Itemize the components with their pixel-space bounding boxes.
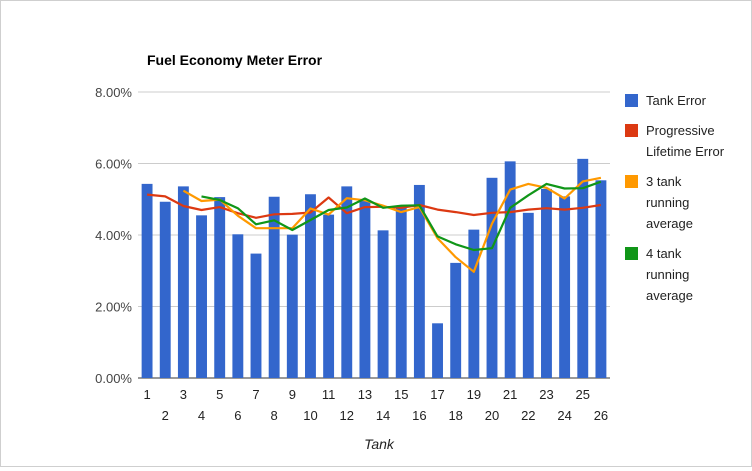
x-tick-label: 19 — [467, 387, 481, 402]
x-tick-label: 26 — [594, 408, 608, 423]
bar — [232, 234, 244, 378]
legend-swatch — [625, 124, 638, 137]
line-series — [146, 176, 602, 273]
legend-label: Lifetime Error — [646, 144, 725, 159]
bar — [413, 184, 425, 378]
bar — [159, 201, 171, 378]
y-tick-label: 6.00% — [95, 157, 132, 172]
x-tick-label: 11 — [322, 387, 336, 402]
x-tick-label: 2 — [162, 408, 169, 423]
legend-label: Tank Error — [646, 93, 707, 108]
bar — [432, 323, 443, 378]
x-tick-label: 7 — [252, 387, 259, 402]
y-axis: 0.00% 2.00% 4.00% 6.00% 8.00% — [95, 85, 132, 386]
series-line — [201, 180, 602, 252]
x-tick-label: 6 — [234, 408, 241, 423]
bar — [450, 262, 462, 378]
series-line — [146, 193, 602, 219]
x-tick-label: 20 — [485, 408, 499, 423]
gridlines — [138, 91, 610, 379]
x-tick-label: 18 — [448, 408, 462, 423]
legend-label: average — [646, 288, 693, 303]
bar — [305, 194, 316, 378]
x-tick-label: 14 — [376, 408, 390, 423]
legend-label: Progressive — [646, 123, 715, 138]
legend-label: 3 tank — [646, 174, 682, 189]
bar — [268, 196, 280, 378]
legend-swatch — [625, 94, 638, 107]
bar — [468, 229, 480, 378]
bar — [541, 188, 552, 378]
y-tick-label: 4.00% — [95, 228, 132, 243]
legend: Tank Error Progressive Lifetime Error 3 tan… — [625, 93, 725, 303]
series-line — [182, 176, 602, 273]
bar — [595, 180, 607, 378]
x-tick-label: 21 — [503, 387, 517, 402]
bar — [196, 215, 207, 378]
bar — [504, 161, 516, 378]
bar — [395, 206, 407, 378]
x-tick-label: 1 — [143, 387, 150, 402]
x-tick-label: 10 — [303, 408, 317, 423]
bar — [214, 197, 226, 378]
bar — [559, 196, 571, 378]
bar — [486, 177, 498, 378]
x-axis: 1234567891011121314151617181920212223242… — [143, 387, 608, 423]
bar — [577, 158, 589, 378]
x-tick-label: 22 — [521, 408, 535, 423]
x-tick-label: 4 — [198, 408, 205, 423]
chart-title: Fuel Economy Meter Error — [147, 52, 323, 68]
bar — [141, 183, 153, 378]
y-tick-label: 0.00% — [95, 371, 132, 386]
y-tick-label: 2.00% — [95, 300, 132, 315]
bar — [177, 186, 189, 378]
bar — [250, 253, 262, 378]
x-tick-label: 5 — [216, 387, 223, 402]
bar — [341, 186, 353, 378]
bar-series — [141, 158, 607, 378]
x-tick-label: 25 — [576, 387, 590, 402]
x-tick-label: 12 — [340, 408, 354, 423]
x-tick-label: 8 — [271, 408, 278, 423]
x-tick-label: 15 — [394, 387, 408, 402]
legend-label: 4 tank — [646, 246, 682, 261]
x-tick-label: 16 — [412, 408, 426, 423]
x-tick-label: 13 — [358, 387, 372, 402]
legend-swatch — [625, 247, 638, 260]
x-tick-label: 23 — [539, 387, 553, 402]
legend-label: running — [646, 267, 689, 282]
bar — [359, 199, 371, 378]
legend-label: running — [646, 195, 689, 210]
legend-swatch — [625, 175, 638, 188]
bar — [323, 214, 335, 378]
x-tick-label: 9 — [289, 387, 296, 402]
x-tick-label: 24 — [557, 408, 571, 423]
x-tick-label: 17 — [430, 387, 444, 402]
x-axis-title: Tank — [364, 436, 395, 452]
legend-label: average — [646, 216, 693, 231]
bar — [286, 234, 298, 378]
x-tick-label: 3 — [180, 387, 187, 402]
bar — [522, 212, 534, 378]
y-tick-label: 8.00% — [95, 85, 132, 100]
bar — [377, 230, 389, 378]
